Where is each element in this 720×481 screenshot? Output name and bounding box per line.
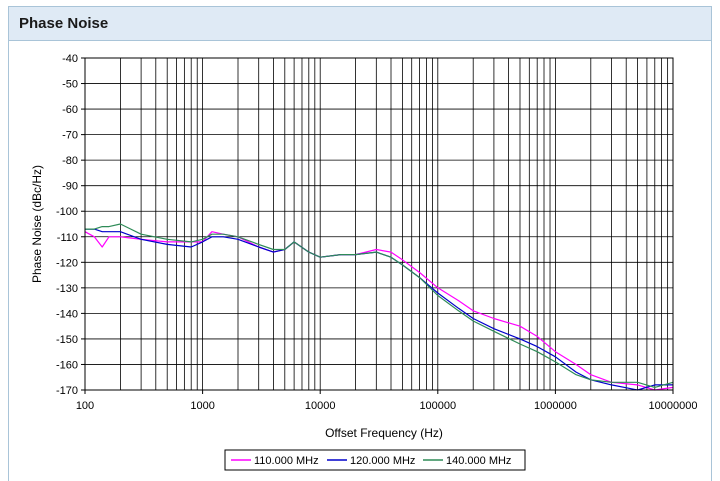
plot-frame xyxy=(84,57,674,391)
y-tick-label: -110 xyxy=(57,232,78,244)
series-line-3 xyxy=(85,223,674,388)
y-tick-label: -100 xyxy=(56,206,78,218)
x-tick-label: 10000000 xyxy=(649,400,698,412)
legend-label-1: 110.000 MHz xyxy=(254,455,319,467)
x-axis-label: Offset Frequency (Hz) xyxy=(325,426,443,440)
chart-series xyxy=(84,223,674,391)
y-tick-label: -60 xyxy=(62,104,78,116)
y-axis-label: Phase Noise (dBc/Hz) xyxy=(30,165,44,283)
x-tick-label: 100 xyxy=(76,400,94,412)
panel-title: Phase Noise xyxy=(19,15,109,32)
y-tick-label: -130 xyxy=(56,283,78,295)
y-tick-label: -120 xyxy=(56,257,78,269)
y-tick-label: -50 xyxy=(62,79,78,91)
legend-label-3: 140.000 MHz xyxy=(446,455,511,467)
x-tick-label: 1000 xyxy=(190,400,214,412)
y-tick-label: -140 xyxy=(56,308,78,320)
y-tick-label: -70 xyxy=(62,130,78,142)
y-tick-label: -80 xyxy=(62,155,78,167)
x-tick-label: 100000 xyxy=(419,400,456,412)
chart-legend: 110.000 MHz 120.000 MHz 140.000 MHz xyxy=(224,449,526,471)
y-tick-label: -170 xyxy=(56,385,78,397)
x-tick-label: 10000 xyxy=(305,400,336,412)
legend-box xyxy=(224,449,526,471)
y-tick-label: -160 xyxy=(56,359,78,371)
phase-noise-panel: Phase Noise xyxy=(8,6,712,481)
chart-grid xyxy=(84,57,673,391)
y-tick-label: -90 xyxy=(62,181,78,193)
legend-label-2: 120.000 MHz xyxy=(350,455,415,467)
y-tick-label: -40 xyxy=(62,53,78,65)
x-tick-label: 1000000 xyxy=(534,400,577,412)
y-tick-label: -150 xyxy=(56,334,78,346)
chart-ticks: -40 -50 -60 -70 -80 -90 -100 -110 -120 -130 -140 -1… xyxy=(56,53,698,412)
series-line-1 xyxy=(84,231,674,391)
panel-header: Phase Noise xyxy=(9,7,711,41)
